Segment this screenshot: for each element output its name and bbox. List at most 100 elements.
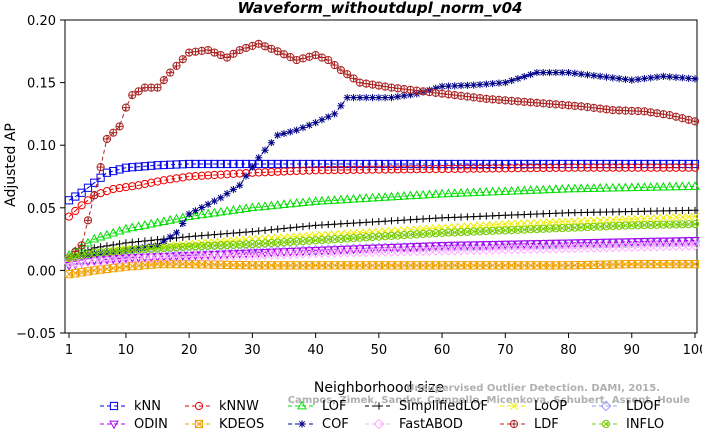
data-point: [645, 182, 656, 191]
data-point: [449, 241, 460, 251]
data-point: [520, 225, 529, 234]
legend-label: LDOF: [626, 399, 661, 414]
data-point: [659, 207, 667, 215]
data-point: [279, 167, 289, 176]
data-point: [633, 182, 643, 192]
data-point: [216, 159, 225, 169]
data-point: [507, 219, 516, 228]
data-point: [210, 170, 219, 180]
legend-marker: [600, 400, 612, 412]
data-point: [368, 218, 377, 226]
data-point: [133, 221, 144, 230]
data-point: [159, 176, 168, 185]
data-point: [539, 218, 548, 227]
data-point: [457, 213, 465, 221]
data-point: [494, 226, 504, 235]
data-point: [513, 185, 523, 195]
data-point: [563, 239, 574, 249]
data-point: [343, 234, 352, 243]
data-point: [419, 229, 428, 239]
data-point: [533, 210, 541, 218]
data-point: [659, 213, 668, 222]
data-point: [456, 159, 466, 169]
data-point: [564, 163, 573, 172]
data-point: [330, 60, 339, 70]
data-point: [672, 73, 680, 81]
data-point: [444, 213, 452, 222]
plot-frame: [64, 19, 698, 334]
data-point: [362, 159, 371, 169]
legend-label: LOF: [322, 399, 347, 414]
data-point: [691, 75, 699, 83]
data-point: [76, 259, 87, 269]
data-point: [652, 220, 662, 229]
data-point: [393, 243, 403, 253]
data-point: [241, 240, 251, 249]
data-point: [147, 236, 155, 244]
watermark-line-1: Unsupervised Outlier Detection. DAMI, 20…: [406, 383, 660, 394]
data-point: [438, 214, 446, 222]
x-tick-label: 70: [497, 343, 514, 358]
data-point: [217, 194, 225, 202]
data-point: [356, 94, 364, 102]
data-point: [362, 94, 370, 102]
data-point: [431, 229, 440, 238]
data-point: [621, 163, 630, 172]
data-point: [324, 220, 332, 229]
data-point: [411, 190, 422, 199]
data-point: [349, 234, 358, 243]
data-point: [475, 227, 485, 236]
data-point: [671, 220, 681, 229]
data-point: [140, 219, 150, 229]
data-point: [77, 201, 86, 210]
data-point: [677, 237, 688, 246]
data-point: [640, 207, 649, 215]
data-point: [432, 214, 440, 222]
data-point: [121, 246, 131, 255]
data-point: [267, 167, 276, 177]
data-point: [286, 128, 294, 136]
data-point: [596, 163, 605, 172]
data-point: [223, 229, 231, 238]
data-point: [602, 216, 611, 225]
data-point: [400, 231, 409, 240]
data-point: [381, 159, 390, 169]
data-point: [198, 231, 206, 240]
data-point: [349, 159, 358, 169]
data-point: [570, 159, 579, 169]
data-point: [621, 215, 630, 224]
legend-label: INFLO: [626, 417, 664, 432]
legend-item-knnw: kNNW: [185, 399, 259, 414]
data-point: [615, 215, 624, 224]
data-point: [159, 216, 169, 225]
data-point: [653, 207, 661, 215]
data-point: [191, 232, 200, 240]
data-point: [279, 238, 289, 247]
data-point: [488, 159, 497, 169]
data-point: [652, 163, 662, 172]
data-point: [255, 227, 263, 235]
data-point: [596, 222, 605, 231]
data-point: [197, 171, 206, 180]
data-point: [121, 103, 131, 112]
data-point: [487, 240, 498, 250]
data-point: [437, 164, 447, 174]
data-point: [450, 228, 459, 237]
data-point: [634, 75, 642, 83]
data-point: [115, 240, 124, 248]
data-point: [196, 209, 207, 219]
data-point: [387, 159, 396, 169]
data-point: [336, 65, 345, 75]
data-point: [463, 213, 471, 221]
data-point: [102, 134, 112, 144]
data-point: [690, 163, 700, 172]
data-point: [222, 205, 232, 215]
data-point: [513, 240, 523, 250]
data-point: [343, 94, 351, 102]
legend-item-ldf: LDF: [500, 417, 559, 432]
data-point: [633, 159, 643, 169]
data-point: [411, 242, 422, 252]
data-point: [678, 163, 687, 172]
data-point: [476, 212, 484, 220]
